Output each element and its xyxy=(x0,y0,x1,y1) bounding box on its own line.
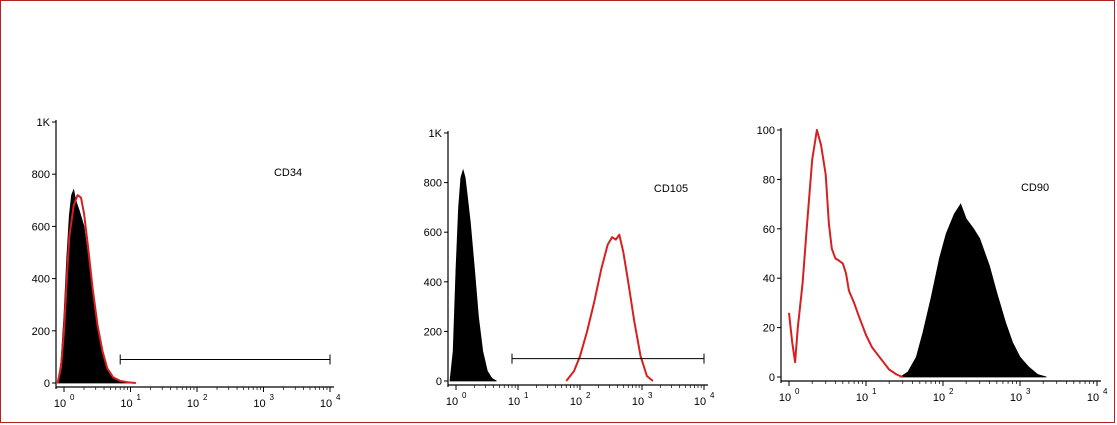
series-stained-outline xyxy=(788,129,904,378)
x-tick-label: 10 xyxy=(779,392,791,404)
y-tick-label: 20 xyxy=(763,323,775,335)
y-tick-label: 1K xyxy=(37,117,51,129)
marker-label-cd34: CD34 xyxy=(274,167,302,179)
y-tick-label: 800 xyxy=(32,169,50,181)
x-tick-exponent: 1 xyxy=(137,393,142,402)
y-tick-label: 400 xyxy=(32,274,50,286)
x-tick-exponent: 0 xyxy=(462,391,467,400)
series-stained-outline xyxy=(56,194,136,384)
x-tick-exponent: 1 xyxy=(872,387,877,396)
x-tick-exponent: 0 xyxy=(70,393,75,402)
x-tick-label: 10 xyxy=(320,398,332,410)
x-tick-label: 10 xyxy=(253,398,265,410)
x-tick-label: 10 xyxy=(446,396,458,408)
marker-label-cd105: CD105 xyxy=(654,183,688,195)
marker-label-cd90: CD90 xyxy=(1021,182,1049,194)
x-tick-label: 10 xyxy=(856,392,868,404)
x-tick-label: 10 xyxy=(1010,392,1022,404)
x-tick-label: 10 xyxy=(120,398,132,410)
y-tick-label: 800 xyxy=(424,178,442,190)
x-tick-label: 10 xyxy=(187,398,199,410)
series-stained-outline xyxy=(565,233,654,382)
y-tick-label: 0 xyxy=(44,378,50,390)
y-tick-label: 200 xyxy=(32,326,50,338)
x-tick-label: 10 xyxy=(933,392,945,404)
y-tick-label: 80 xyxy=(763,174,775,186)
y-tick-label: 100 xyxy=(757,125,775,137)
x-tick-label: 10 xyxy=(694,396,706,408)
series-isotype-control-fill xyxy=(57,188,136,384)
x-tick-label: 10 xyxy=(508,396,520,408)
x-tick-label: 10 xyxy=(1087,392,1099,404)
y-tick-label: 0 xyxy=(436,376,442,388)
y-tick-label: 200 xyxy=(424,326,442,338)
y-tick-label: 60 xyxy=(763,224,775,236)
y-tick-label: 600 xyxy=(32,221,50,233)
series-isotype-control-fill xyxy=(449,168,497,382)
histogram-cd34: 0 200 400 600 800 1K 10 0 10 1 10 2 10 3 10 4 CD34 xyxy=(32,117,341,410)
x-tick-exponent: 0 xyxy=(795,387,800,396)
histogram-cd105: 0 200 400 600 800 1K 10 0 10 1 10 2 10 3 10 4 CD105 xyxy=(424,128,715,408)
y-tick-label: 1K xyxy=(429,128,443,140)
x-tick-label: 10 xyxy=(54,398,66,410)
x-tick-label: 10 xyxy=(570,396,582,408)
x-tick-exponent: 3 xyxy=(1026,387,1031,396)
x-tick-exponent: 3 xyxy=(270,393,275,402)
x-tick-exponent: 3 xyxy=(648,391,653,400)
y-tick-label: 600 xyxy=(424,227,442,239)
series-isotype-control-fill xyxy=(899,203,1047,378)
x-tick-exponent: 2 xyxy=(586,391,591,400)
x-tick-exponent: 1 xyxy=(524,391,529,400)
y-tick-label: 0 xyxy=(769,372,775,384)
x-tick-exponent: 4 xyxy=(710,391,715,400)
x-tick-label: 10 xyxy=(632,396,644,408)
x-tick-exponent: 2 xyxy=(203,393,208,402)
x-tick-exponent: 2 xyxy=(949,387,954,396)
y-tick-label: 40 xyxy=(763,273,775,285)
x-tick-exponent: 4 xyxy=(1103,387,1108,396)
y-tick-label: 400 xyxy=(424,277,442,289)
x-tick-exponent: 4 xyxy=(336,393,341,402)
